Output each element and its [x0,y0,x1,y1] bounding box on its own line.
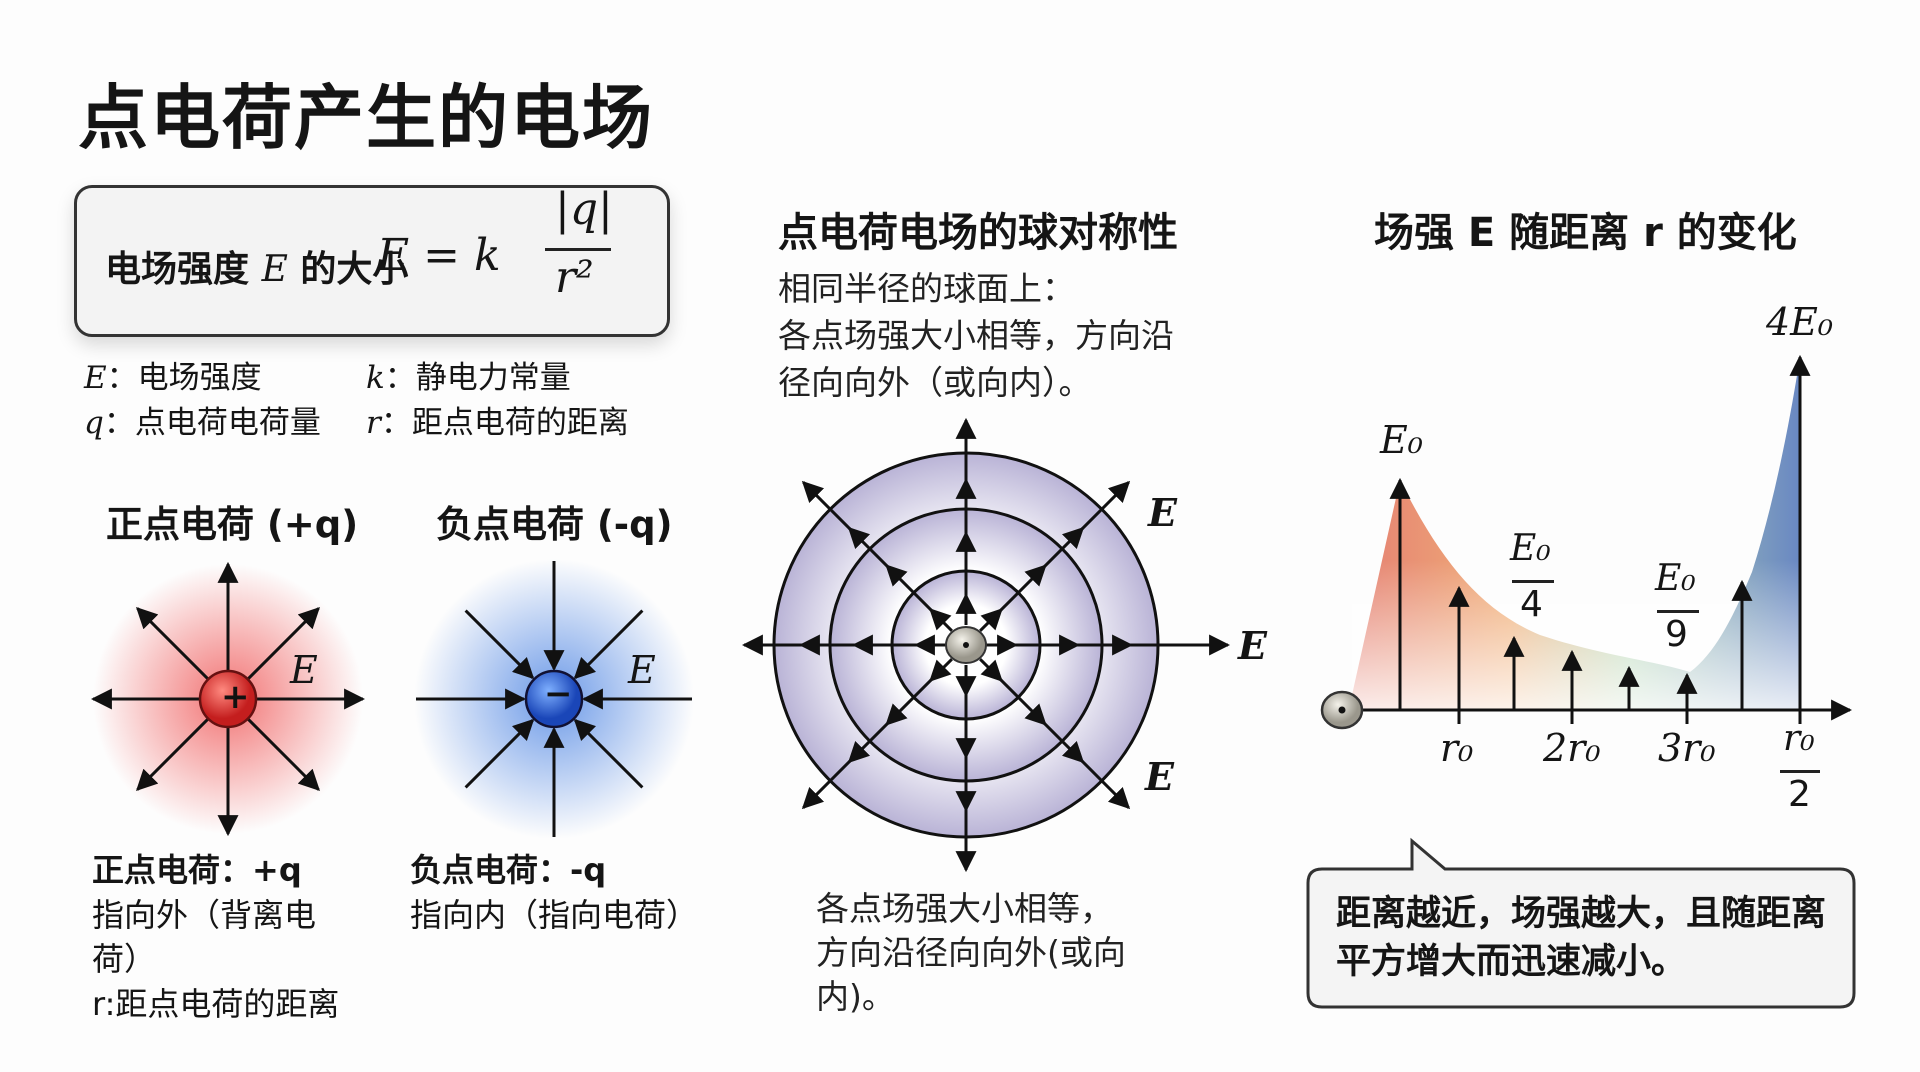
graph-heading: 场强 E 随距离 r 的变化 [1374,210,1797,256]
legend-item: E：电场强度 [84,360,262,396]
callout-text: 距离越近，场强越大，且随距离平方增大而迅速减小。 [1336,894,1827,982]
fraction-bar [1780,770,1820,773]
charge-dot [1338,706,1346,714]
tick-denominator: 2 [1788,774,1811,815]
area-fade [1352,560,1800,710]
symmetry-heading: 点电荷电场的球对称性 [778,210,1178,256]
field-label: E [1238,623,1267,668]
field-arrow [136,717,210,791]
field-arrow-head [885,703,908,726]
negative-desc-line: 指向内（指向电荷） [410,896,699,934]
formula-denominator: r² [555,252,594,303]
formula-label: 电场强度 E 的大小 [105,249,409,290]
fraction-bar [545,248,611,251]
field-arrow [979,480,1131,632]
symmetry-caption: 方向沿径向向外(或向 [816,933,1126,972]
negative-sign: − [544,674,573,714]
quarter-numerator: E₀ [1510,528,1551,569]
symmetry-caption: 各点场强大小相等， [816,889,1113,928]
field-strength-graph [1320,354,1853,730]
field-arrow-head [929,659,952,682]
negative-charge [524,669,584,729]
field-arrow-head [980,659,1003,682]
field-arrow-head [847,526,871,550]
tick-label: 2r₀ [1543,726,1601,770]
fraction-bar [1512,580,1554,583]
field-arrow [136,607,210,681]
positive-desc-line: 指向外（背离电 [92,896,317,934]
field-arrow [246,607,320,681]
formula-numerator: |q| [555,184,613,235]
negative-charge-diagram [414,559,694,839]
symmetry-line: 相同半径的球面上： [778,269,1075,308]
callout-bubble [1306,837,1856,1009]
field-arrow-head [929,608,952,631]
legend-item: k：静电力常量 [366,360,571,396]
tick-label: 3r₀ [1658,726,1716,770]
symmetry-line: 各点场强大小相等，方向沿 [778,316,1174,355]
field-arrow-head [1061,740,1085,764]
field-arrow [464,609,535,680]
field-arrow-head [1024,703,1047,726]
page-title: 点电荷产生的电场 [78,77,654,159]
positive-desc-line: r:距点电荷的距离 [92,985,340,1023]
field-arrow-head [847,740,871,764]
field-label: E [1148,490,1177,535]
field-arrow [464,718,535,789]
charge-dot [963,642,969,648]
spherical-symmetry-diagram [741,417,1231,873]
field-arrow-head [885,564,908,587]
field-arrow-head [980,608,1003,631]
field-arrow-head [1024,564,1047,587]
negative-field-label: E [628,648,656,692]
field-arrow [979,658,1131,810]
positive-sign: + [221,677,250,717]
field-arrow [246,717,320,791]
tick-label: r₀ [1440,726,1474,770]
field-label: E [1145,754,1174,799]
tick-numerator: r₀ [1783,718,1815,759]
symmetry-line: 径向向外（或向内）。 [778,363,1092,402]
fraction-bar [1657,610,1699,613]
field-arrow [801,658,953,810]
symmetry-caption: 内)。 [816,977,895,1016]
legend-item: q：点电荷电荷量 [84,405,321,441]
ninth-numerator: E₀ [1655,558,1696,599]
negative-desc-title: 负点电荷：-q [410,851,607,889]
ninth-denominator: 9 [1665,614,1688,655]
positive-desc-title: 正点电荷：+q [92,851,302,889]
positive-charge-diagram [90,561,366,837]
legend-item: r：距点电荷的距离 [366,405,629,441]
peak-label: E₀ [1380,418,1423,462]
quarter-denominator: 4 [1520,584,1543,625]
positive-charge [198,669,258,729]
positive-heading: 正点电荷 (+q) [106,503,359,546]
positive-desc-line: 荷） [92,940,157,978]
field-arrow [573,718,644,789]
field-arrow [801,480,953,632]
positive-field-label: E [290,648,318,692]
formula-box: 电场强度 E 的大小 E = k |q| r² [74,184,670,337]
formula-lhs: E = k [377,230,501,281]
field-arrow [573,609,644,680]
negative-heading: 负点电荷 (-q) [436,503,673,546]
max-label: 4E₀ [1766,300,1834,344]
field-arrow-head [1061,526,1085,550]
